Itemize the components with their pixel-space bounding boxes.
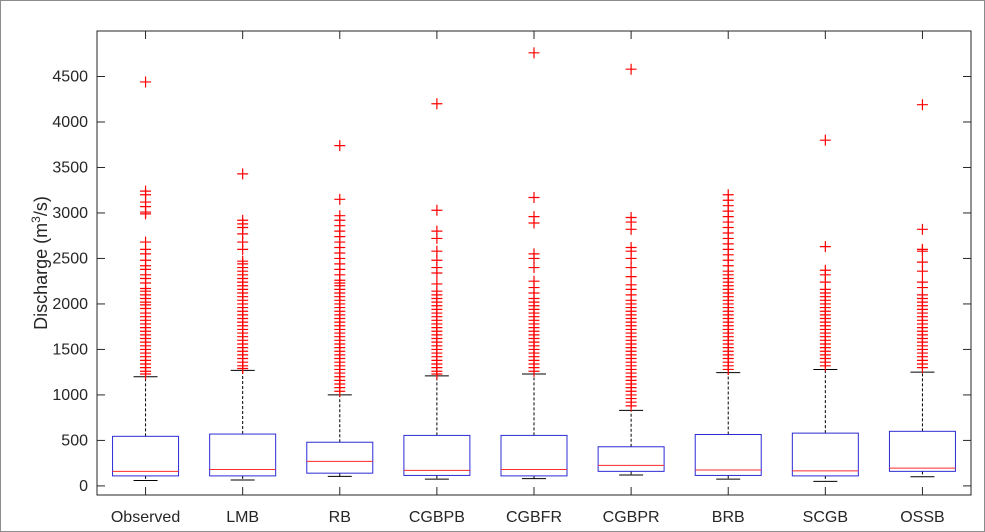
y-axis-label-superscript: 3 [29,216,43,223]
y-tick-label: 500 [61,432,88,449]
y-tick-label: 1500 [52,341,88,358]
x-tick-label: SCGB [803,509,848,526]
y-axis-label-prefix: Discharge (m [31,223,51,330]
outlier-point [916,265,928,277]
iqr-box [306,441,374,474]
iqr-box [888,430,956,472]
y-tick-label: 4500 [52,68,88,85]
outlier-point [431,368,443,380]
box-brb [694,189,762,480]
y-axis: 0 500 1000 1500 2000 2500 3000 3500 4000 4500 [52,68,971,495]
box-observed [112,76,180,481]
outlier-point [528,217,540,229]
outlier-point [916,245,928,257]
outlier-point [819,134,831,146]
box-rb [306,140,374,477]
outlier-point [334,193,346,205]
y-tick-label: 3000 [52,205,88,222]
x-tick-label: RB [329,509,351,526]
outlier-point [722,363,734,375]
y-tick-label: 0 [79,478,88,495]
box-ossb [888,99,956,478]
x-tick-label: CGBPR [603,509,660,526]
outlier-point [528,191,540,203]
y-axis-label-suffix: /s) [31,196,51,216]
y-tick-label: 3500 [52,159,88,176]
iqr-box [500,434,568,477]
outlier-point [528,365,540,377]
outlier-point [625,63,637,75]
box-cgbpb [403,98,471,480]
iqr-box [403,434,471,476]
outlier-point [140,208,152,220]
outlier-point [528,47,540,59]
outlier-point [916,362,928,374]
outlier-point [431,204,443,216]
outlier-point [916,99,928,111]
iqr-box [112,435,180,477]
x-tick-label: Observed [111,509,180,526]
box-scgb [791,134,859,482]
outlier-point [237,243,249,255]
outlier-point [819,241,831,253]
iqr-box [209,433,277,477]
y-tick-label: 2000 [52,296,88,313]
x-axis: Observed LMB RB CGBPB CGBFR CGBPR BRB SCGB OSSB [111,31,945,526]
x-tick-label: BRB [712,509,745,526]
box-lmb [209,168,277,481]
iqr-box [694,433,762,476]
iqr-box [791,432,859,477]
outlier-point [916,223,928,235]
outlier-point [237,168,249,180]
outlier-point [528,262,540,274]
outlier-point [237,363,249,375]
outlier-point [431,267,443,279]
outlier-point [334,385,346,397]
outlier-point [431,98,443,110]
x-tick-label: CGBFR [506,509,562,526]
outlier-point [431,232,443,244]
x-tick-label: LMB [226,509,259,526]
y-axis-label: Discharge (m3/s) [29,196,51,330]
box-series [112,47,956,482]
outlier-point [140,368,152,380]
iqr-box [597,446,665,472]
outlier-point [625,400,637,412]
box-cgbfr [500,47,568,480]
x-tick-label: OSSB [900,509,944,526]
outlier-point [334,140,346,152]
y-tick-label: 4000 [52,114,88,131]
box-cgbpr [597,63,665,476]
outlier-point [140,76,152,88]
y-tick-label: 1000 [52,387,88,404]
outlier-point [819,360,831,372]
y-tick-label: 2500 [52,250,88,267]
outlier-point [625,223,637,235]
x-tick-label: CGBPB [409,509,465,526]
